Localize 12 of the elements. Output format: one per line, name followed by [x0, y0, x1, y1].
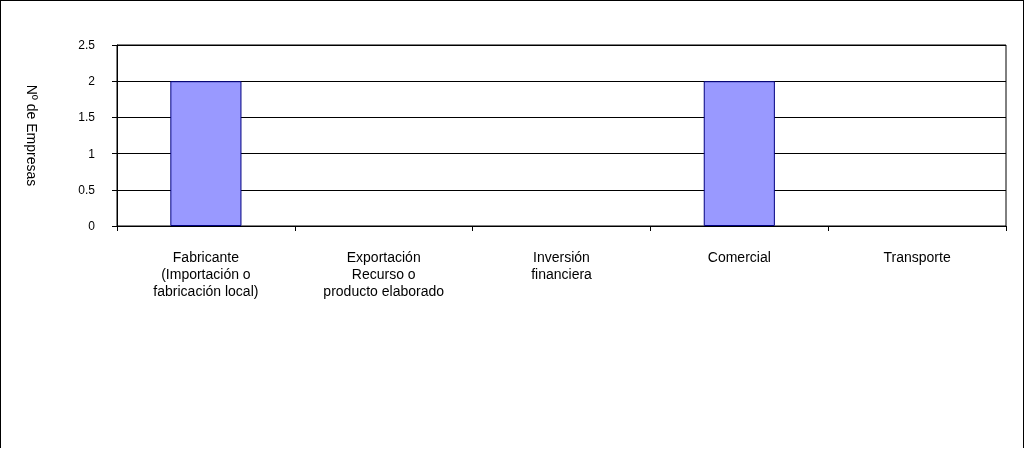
y-tick-label: 0: [88, 219, 96, 233]
y-tick-label: 0.5: [78, 182, 96, 197]
x-tick-label: Comercial: [707, 248, 771, 265]
x-tick-label: Transporte: [883, 248, 951, 265]
x-tick-label: Inversión financiera: [531, 248, 593, 282]
x-tick-label: Exportación Recurso o producto elaborado: [323, 248, 445, 299]
y-tick-label: 2: [88, 74, 96, 89]
y-tick-label: 1: [88, 146, 96, 161]
y-tick-label: 2.5: [78, 38, 96, 52]
y-axis-title: Nº de Empresas: [24, 84, 40, 187]
x-tick-label: Fabricante (Importación o fabricación local): [153, 248, 259, 299]
y-tick-label: 1.5: [78, 110, 96, 125]
